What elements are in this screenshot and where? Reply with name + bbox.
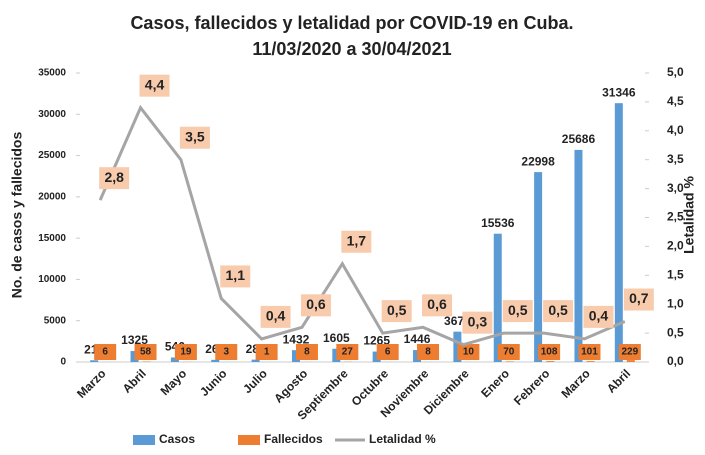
x-tick-label: Julio	[240, 366, 270, 396]
y-tick-label: 35000	[38, 68, 66, 79]
y-tick-label: 10000	[38, 274, 66, 285]
x-tick-label: Abril	[120, 366, 149, 395]
bar	[211, 360, 219, 362]
bar	[574, 150, 582, 362]
data-label: 0,4	[266, 308, 286, 324]
y2-tick-label: 4,0	[667, 123, 684, 137]
x-tick-label: Marzo	[558, 366, 592, 400]
chart-title: Casos, fallecidos y letalidad por COVID-…	[130, 13, 573, 33]
legend-label: Fallecidos	[264, 432, 323, 446]
data-label: 3,5	[185, 128, 205, 144]
y-tick-label: 15000	[38, 233, 66, 244]
bar	[494, 234, 502, 362]
data-label: 6	[385, 347, 391, 358]
bar	[546, 361, 554, 362]
y2-tick-label: 2,5	[667, 210, 684, 224]
data-label: 4,4	[145, 76, 165, 92]
data-label: 19	[180, 347, 192, 358]
data-label: 6	[102, 347, 108, 358]
data-label: 0,6	[306, 296, 326, 312]
data-label: 101	[581, 347, 598, 358]
y2-tick-label: 0,5	[667, 325, 684, 339]
x-tick-label: Agosto	[271, 366, 310, 405]
x-tick-label: Marzo	[74, 366, 108, 400]
data-label: 8	[425, 347, 431, 358]
legend-swatch	[238, 435, 260, 445]
y-tick-label: 0	[60, 357, 66, 368]
data-label: 1,1	[226, 267, 246, 283]
data-label: 0,3	[468, 313, 488, 329]
y2-tick-label: 3,0	[667, 181, 684, 195]
data-label: 70	[503, 347, 515, 358]
bar	[506, 361, 514, 362]
data-label: 0,5	[548, 302, 568, 318]
y-axis-label: No. de casos y fallecidos	[9, 132, 25, 299]
x-tick-label: Mayo	[158, 366, 190, 398]
data-label: 15536	[481, 216, 515, 230]
x-tick-label: Abril	[604, 366, 633, 395]
y-tick-label: 5000	[44, 315, 67, 326]
data-label: 0,6	[427, 296, 447, 312]
data-label: 0,5	[508, 302, 528, 318]
data-label: 31346	[602, 85, 636, 99]
data-label: 1605	[323, 331, 350, 345]
legend-label: Casos	[159, 432, 195, 446]
legend-label: Letalidad %	[369, 432, 436, 446]
data-label: 10	[463, 347, 475, 358]
data-label: 8	[304, 347, 310, 358]
x-tick-label: Junio	[197, 366, 230, 399]
y2-tick-label: 0,0	[667, 354, 684, 368]
y2-tick-label: 3,5	[667, 152, 684, 166]
data-label: 0,5	[387, 302, 407, 318]
data-label: 0,7	[629, 290, 649, 306]
y2-tick-label: 2,0	[667, 239, 684, 253]
data-label: 58	[140, 347, 152, 358]
x-tick-label: Febrero	[511, 366, 552, 407]
y-tick-label: 30000	[38, 109, 66, 120]
data-label: 0,4	[589, 308, 609, 324]
chart-subtitle: 11/03/2020 a 30/04/2021	[252, 39, 451, 59]
data-label: 22998	[521, 154, 555, 168]
bar	[627, 360, 635, 362]
bar	[586, 361, 594, 362]
data-label: 108	[541, 347, 558, 358]
data-label: 3	[223, 347, 229, 358]
y-tick-label: 25000	[38, 150, 66, 161]
data-label: 1,7	[347, 232, 367, 248]
bar	[90, 360, 98, 362]
y2-tick-label: 4,5	[667, 94, 684, 108]
data-label: 2,8	[104, 169, 124, 185]
data-label: 1	[264, 347, 270, 358]
y2-tick-label: 1,0	[667, 296, 684, 310]
x-tick-label: Enero	[478, 366, 512, 400]
y-tick-label: 20000	[38, 191, 66, 202]
y2-tick-label: 5,0	[667, 65, 684, 79]
y2-tick-label: 1,5	[667, 267, 684, 281]
data-label: 27	[342, 347, 354, 358]
data-label: 229	[621, 347, 638, 358]
data-label: 25686	[562, 132, 596, 146]
legend-swatch	[133, 435, 155, 445]
